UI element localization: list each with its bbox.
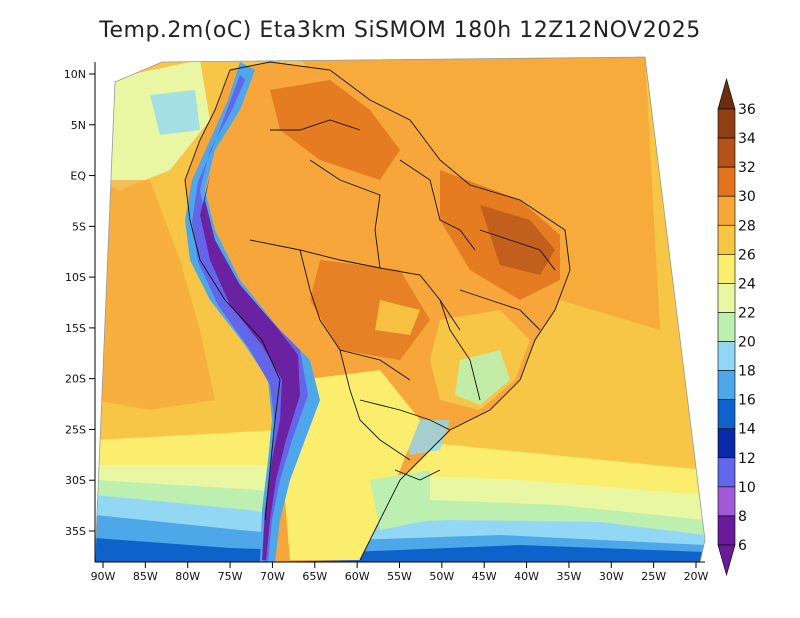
colorbar-label: 32 [738, 160, 756, 176]
colorbar-label: 34 [738, 131, 756, 147]
lon-tick-label: 75W [218, 570, 243, 583]
colorbar-segment [717, 486, 736, 517]
colorbar-segment [717, 399, 736, 430]
colorbar-segment [717, 137, 736, 168]
colorbar-segment [717, 224, 736, 255]
lon-tick-label: 70W [260, 570, 285, 583]
colorbar-label: 12 [738, 451, 756, 467]
lat-tick-label: 5S [72, 220, 86, 233]
lon-tick-label: 65W [302, 570, 327, 583]
colorbar-label: 10 [738, 480, 756, 496]
colorbar-segment [717, 283, 736, 313]
lat-tick-label: 10N [64, 68, 86, 81]
lon-tick-label: 20W [684, 570, 709, 583]
temperature-field [95, 57, 705, 562]
lon-tick-label: 80W [175, 570, 200, 583]
colorbar-upper-arrow [717, 77, 736, 110]
colorbar-segment [717, 515, 736, 546]
colorbar-label: 24 [738, 276, 756, 292]
lon-tick-label: 35W [556, 570, 581, 583]
lon-tick-label: 40W [514, 570, 539, 583]
colorbar-segment [717, 341, 736, 371]
colorbar-label: 26 [738, 247, 756, 263]
map-title: Temp.2m(oC) Eta3km SiSMOM 180h 12Z12NOV2… [99, 18, 701, 43]
lon-tick-label: 50W [429, 570, 454, 583]
colorbar-lower-arrow [717, 544, 736, 577]
colorbar-label: 36 [738, 102, 756, 118]
lon-tick-label: 45W [472, 570, 497, 583]
colorbar-segment [717, 254, 736, 284]
colorbar-label: 20 [738, 335, 756, 351]
lon-tick-label: 25W [641, 570, 666, 583]
lat-tick-label: EQ [70, 170, 86, 183]
lat-tick-label: 20S [65, 373, 86, 386]
country-borders [184, 61, 571, 561]
colorbar-label: 16 [738, 393, 756, 409]
lat-tick-label: 15S [65, 322, 86, 335]
lat-tick-label: 35S [65, 525, 86, 538]
colorbar-label: 6 [738, 538, 747, 554]
colorbar-label: 22 [738, 305, 756, 321]
colorbar-segment [717, 370, 736, 400]
lon-tick-label: 55W [387, 570, 412, 583]
lon-tick-label: 85W [133, 570, 158, 583]
colorbar-segment [717, 166, 736, 197]
colorbar: 36 34 32 30 28 26 24 22 20 18 16 14 12 10 8 6 [717, 77, 756, 577]
colorbar-segment [717, 428, 736, 459]
colorbar-label: 18 [738, 364, 756, 380]
colorbar-segment [717, 457, 736, 488]
lat-tick-label: 10S [65, 271, 86, 284]
colorbar-segment [717, 108, 736, 139]
longitude-ticks: 90W 85W 80W 75W 70W 65W 60W 55W 50W 45W 40W 35W 30W 2… [91, 562, 709, 583]
colorbar-segment [717, 195, 736, 226]
colorbar-label: 30 [738, 189, 756, 205]
colorbar-label: 14 [738, 422, 756, 438]
latitude-ticks: 10N 5N EQ 5S 10S 15S 20S 25S 30S 35S [64, 68, 95, 538]
colorbar-segment [717, 312, 736, 342]
lon-tick-label: 30W [599, 570, 624, 583]
colorbar-label: 28 [738, 218, 756, 234]
lon-tick-label: 90W [91, 570, 116, 583]
lat-tick-label: 30S [65, 474, 86, 487]
lat-tick-label: 25S [65, 423, 86, 436]
colorbar-label: 8 [738, 509, 747, 525]
lon-tick-label: 60W [345, 570, 370, 583]
lat-tick-label: 5N [71, 119, 86, 132]
